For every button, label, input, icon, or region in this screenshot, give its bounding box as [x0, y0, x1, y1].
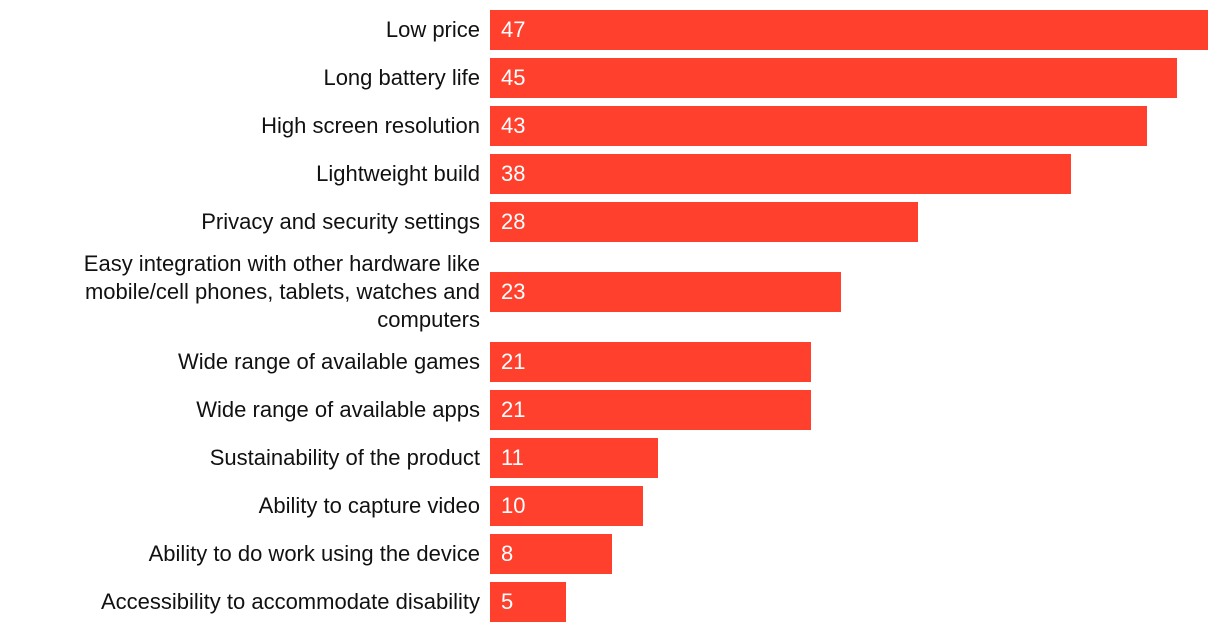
bar-value-label: 43 [501, 113, 526, 138]
category-label: Privacy and security settings [201, 209, 480, 234]
bar-8: 11 [490, 438, 658, 478]
bar-5: 23 [490, 272, 841, 312]
bar-value-label: 21 [501, 397, 526, 422]
category-label: Long battery life [323, 65, 480, 90]
bar-0: 47 [490, 10, 1208, 50]
bar-10: 8 [490, 534, 612, 574]
category-label: High screen resolution [261, 113, 480, 138]
bar-3: 38 [490, 154, 1071, 194]
bar-7: 21 [490, 390, 811, 430]
category-label: Lightweight build [316, 161, 480, 186]
bar-value-label: 5 [501, 589, 514, 614]
bar-2: 43 [490, 106, 1147, 146]
category-label: Low price [385, 17, 480, 42]
bar-value-label: 45 [501, 65, 526, 90]
bar-value-label: 10 [501, 493, 526, 518]
category-label: Accessibility to accommodate disability [100, 589, 480, 614]
bar-value-label: 47 [501, 17, 526, 42]
bar-value-label: 8 [501, 541, 514, 566]
bar-9: 10 [490, 486, 643, 526]
category-label: Sustainability of the product [209, 445, 480, 470]
bar-value-label: 11 [501, 445, 524, 470]
category-label: Wide range of available games [177, 349, 480, 374]
bar-4: 28 [490, 202, 918, 242]
category-label: Ability to do work using the device [148, 541, 480, 566]
category-label: Easy integration with other hardware lik… [83, 251, 480, 332]
bar-value-label: 28 [501, 209, 526, 234]
bar-1: 45 [490, 58, 1177, 98]
category-label: Ability to capture video [258, 493, 480, 518]
bar-value-label: 38 [501, 161, 526, 186]
bar-value-label: 21 [501, 349, 526, 374]
category-label: Wide range of available apps [196, 397, 480, 422]
bar-11: 5 [490, 582, 566, 622]
bar-value-label: 23 [501, 279, 526, 304]
bar-6: 21 [490, 342, 811, 382]
